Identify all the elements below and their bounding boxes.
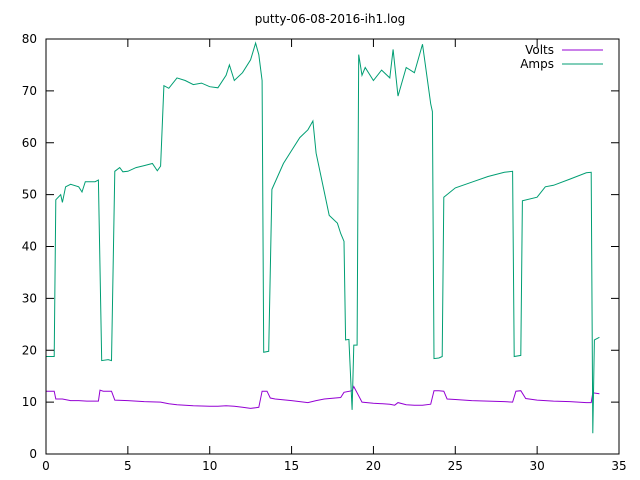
chart-title: putty-06-08-2016-ih1.log — [255, 12, 406, 26]
x-tick-label: 35 — [611, 459, 626, 473]
series-line-volts — [46, 385, 600, 409]
y-tick-label: 50 — [22, 188, 37, 202]
series-line-amps — [46, 41, 600, 434]
y-tick-label: 70 — [22, 84, 37, 98]
y-tick-label: 30 — [22, 291, 37, 305]
x-tick-label: 25 — [448, 459, 463, 473]
x-tick-label: 30 — [530, 459, 545, 473]
series-layer — [46, 41, 600, 434]
x-tick-label: 10 — [202, 459, 217, 473]
y-tick-label: 10 — [22, 395, 37, 409]
y-tick-label: 20 — [22, 343, 37, 357]
x-tick-label: 15 — [284, 459, 299, 473]
legend: Volts Amps — [520, 43, 603, 71]
x-tick-label: 0 — [42, 459, 50, 473]
y-tick-label: 80 — [22, 32, 37, 46]
y-tick-label: 60 — [22, 136, 37, 150]
legend-label-volts: Volts — [525, 43, 554, 57]
legend-label-amps: Amps — [520, 57, 554, 71]
plot-frame — [45, 38, 620, 455]
x-tick-label: 20 — [366, 459, 381, 473]
y-tick-label: 40 — [22, 240, 37, 254]
axes-layer: 0 5 10 15 20 25 30 35 0 10 20 30 40 50 60 70 80 — [22, 32, 627, 473]
y-tick-label: 0 — [29, 447, 37, 461]
x-tick-label: 5 — [124, 459, 132, 473]
